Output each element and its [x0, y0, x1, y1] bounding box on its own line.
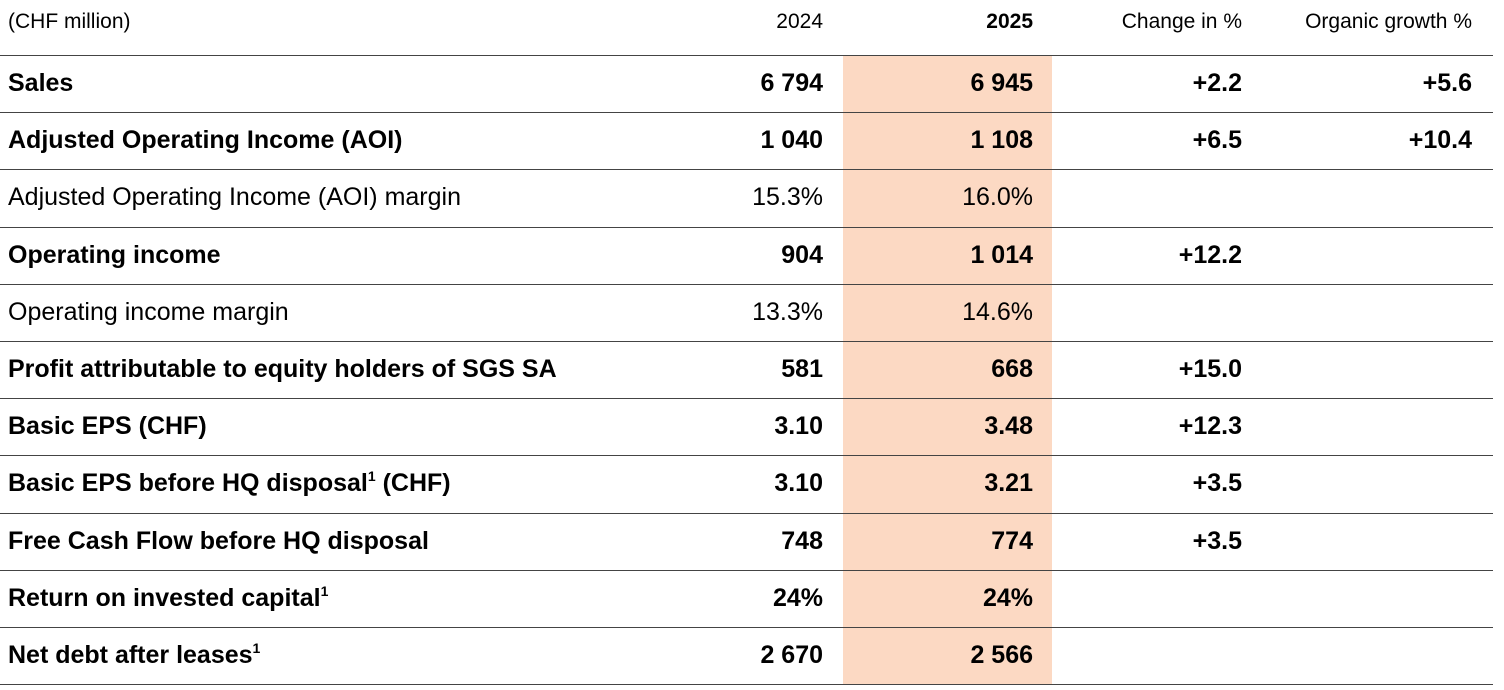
- header-label: (CHF million): [8, 10, 131, 33]
- cell-value: 774: [991, 526, 1033, 555]
- row-label: Sales: [8, 55, 73, 112]
- row-rule: [0, 112, 1493, 114]
- cell-value: 6 945: [970, 69, 1033, 97]
- row-rule: [0, 569, 1493, 571]
- row-label: Profit attributable to equity holders of…: [8, 341, 557, 398]
- row-label: Operating income: [8, 227, 221, 284]
- row-rule: [0, 226, 1493, 228]
- row-label: Net debt after leases1: [8, 627, 260, 684]
- row-label: Return on invested capital1: [8, 570, 328, 627]
- label-text: Operating income: [8, 240, 221, 269]
- cell-value: 24%: [982, 583, 1033, 612]
- label-text: Free Cash Flow before HQ disposal: [8, 526, 429, 555]
- row-label: Free Cash Flow before HQ disposal: [8, 513, 429, 570]
- column-header: 2024: [776, 10, 823, 33]
- cell-value: 3.48: [984, 412, 1033, 441]
- cell-value: 2 566: [970, 641, 1033, 669]
- row-rule: [0, 455, 1493, 457]
- label-text: Basic EPS before HQ disposal: [8, 469, 368, 498]
- cell-value: +3.5: [1192, 526, 1242, 555]
- cell-value: 2 670: [760, 641, 823, 669]
- row-rule: [0, 512, 1493, 514]
- row-label: Adjusted Operating Income (AOI) margin: [8, 169, 461, 226]
- cell-value: +10.4: [1408, 126, 1472, 155]
- label-suffix: (CHF): [375, 469, 451, 498]
- cell-value: 748: [781, 526, 823, 555]
- column-header: 2025: [986, 10, 1033, 33]
- column-header: Change in %: [1121, 10, 1242, 33]
- cell-value: +6.5: [1192, 126, 1242, 155]
- cell-value: 6 794: [760, 69, 823, 97]
- cell-value: 904: [781, 240, 823, 269]
- cell-value: 3.10: [774, 469, 823, 498]
- cell-value: 1 040: [760, 126, 823, 155]
- cell-value: +12.3: [1178, 412, 1242, 441]
- cell-value: 668: [991, 355, 1033, 383]
- cell-value: +12.2: [1178, 240, 1242, 269]
- row-rule: [0, 55, 1493, 56]
- row-rule: [0, 684, 1493, 686]
- column-header: Organic growth %: [1305, 10, 1472, 33]
- cell-value: 24%: [772, 583, 823, 612]
- row-rule: [0, 283, 1493, 285]
- label-text: Basic EPS (CHF): [8, 412, 207, 441]
- row-label: Adjusted Operating Income (AOI): [8, 112, 402, 169]
- row-label: Basic EPS (CHF): [8, 398, 207, 455]
- label-text: Adjusted Operating Income (AOI): [8, 126, 403, 155]
- label-text: Adjusted Operating Income (AOI) margin: [8, 183, 461, 212]
- row-label: Operating income margin: [8, 284, 289, 341]
- cell-value: 3.10: [774, 412, 823, 441]
- footnote-marker: 1: [252, 640, 261, 656]
- row-rule: [0, 169, 1493, 171]
- label-text: Return on invested capital: [8, 583, 321, 612]
- footnote-marker: 1: [367, 468, 376, 485]
- cell-value: +2.2: [1192, 69, 1242, 97]
- highlight-column: [843, 55, 1052, 685]
- label-text: Operating income margin: [8, 297, 289, 326]
- cell-value: 13.3%: [752, 297, 823, 326]
- row-rule: [0, 341, 1493, 342]
- row-label: Basic EPS before HQ disposal1 (CHF): [8, 455, 451, 512]
- footnote-marker: 1: [320, 582, 329, 599]
- row-rule: [0, 627, 1493, 628]
- cell-value: +15.0: [1178, 355, 1242, 383]
- row-rule: [0, 398, 1493, 400]
- cell-value: +3.5: [1192, 469, 1242, 498]
- cell-value: 14.6%: [962, 297, 1033, 326]
- cell-value: 3.21: [984, 469, 1033, 498]
- cell-value: 1 108: [970, 126, 1033, 155]
- cell-value: 16.0%: [962, 183, 1033, 212]
- label-text: Profit attributable to equity holders of…: [8, 355, 557, 383]
- cell-value: 581: [781, 355, 823, 383]
- cell-value: 15.3%: [752, 183, 823, 212]
- label-text: Net debt after leases: [8, 641, 253, 669]
- label-text: Sales: [8, 69, 74, 97]
- cell-value: 1 014: [970, 240, 1033, 269]
- cell-value: +5.6: [1422, 69, 1472, 97]
